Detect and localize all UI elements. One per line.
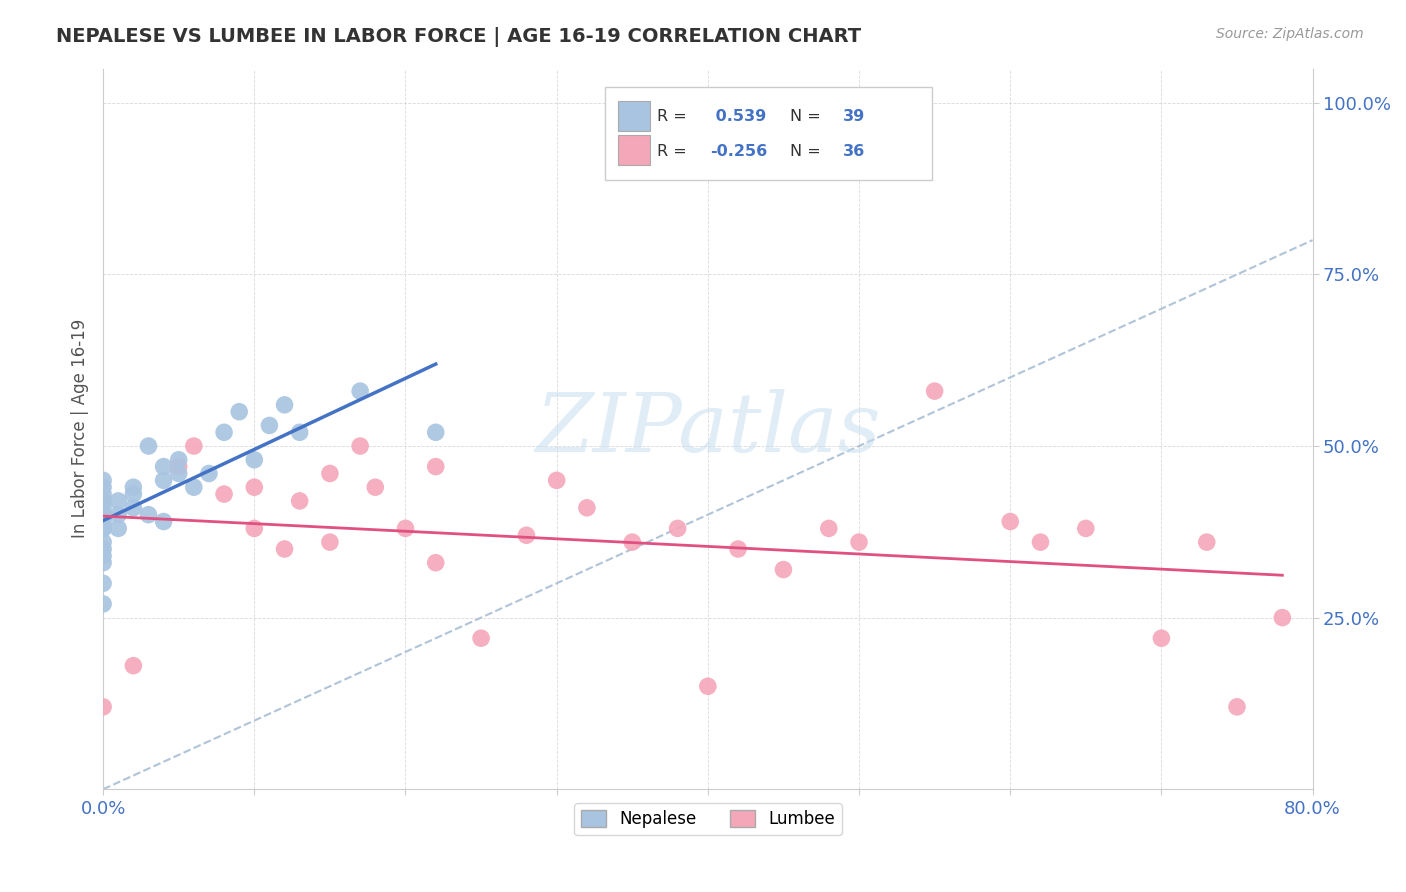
Point xyxy=(122,487,145,501)
Point xyxy=(152,459,174,474)
Point xyxy=(91,508,114,522)
Point xyxy=(470,631,492,645)
Text: 39: 39 xyxy=(844,110,866,124)
Point xyxy=(228,405,250,419)
Point xyxy=(198,467,221,481)
Point xyxy=(546,474,568,488)
Point xyxy=(1271,610,1294,624)
Point xyxy=(91,556,114,570)
Point xyxy=(167,467,190,481)
Point xyxy=(107,494,129,508)
Text: Source: ZipAtlas.com: Source: ZipAtlas.com xyxy=(1216,27,1364,41)
Text: 0.539: 0.539 xyxy=(710,110,766,124)
Point xyxy=(243,480,266,494)
Y-axis label: In Labor Force | Age 16-19: In Labor Force | Age 16-19 xyxy=(72,319,89,539)
Point xyxy=(1226,699,1249,714)
Point xyxy=(91,541,114,556)
Point xyxy=(425,425,447,440)
Point xyxy=(107,508,129,522)
Point xyxy=(1000,515,1022,529)
Point xyxy=(273,398,295,412)
Point xyxy=(138,508,160,522)
Point xyxy=(91,549,114,563)
Point xyxy=(243,521,266,535)
Point xyxy=(575,500,598,515)
Point xyxy=(1150,631,1173,645)
Point xyxy=(621,535,644,549)
Point xyxy=(515,528,537,542)
Point xyxy=(91,487,114,501)
Point xyxy=(349,439,371,453)
Point xyxy=(152,474,174,488)
Point xyxy=(91,474,114,488)
Point xyxy=(727,541,749,556)
Point xyxy=(167,459,190,474)
Point xyxy=(349,384,371,398)
Text: N =: N = xyxy=(790,144,825,159)
Point xyxy=(91,521,114,535)
Point xyxy=(924,384,946,398)
Text: NEPALESE VS LUMBEE IN LABOR FORCE | AGE 16-19 CORRELATION CHART: NEPALESE VS LUMBEE IN LABOR FORCE | AGE … xyxy=(56,27,862,46)
Point xyxy=(152,515,174,529)
Point xyxy=(91,535,114,549)
Point xyxy=(1195,535,1218,549)
Point xyxy=(91,576,114,591)
Text: ZIPatlas: ZIPatlas xyxy=(536,389,880,469)
Point xyxy=(288,425,311,440)
Text: N =: N = xyxy=(790,110,825,124)
Point xyxy=(319,467,342,481)
Point xyxy=(122,480,145,494)
Point xyxy=(91,494,114,508)
Point xyxy=(91,699,114,714)
Point xyxy=(394,521,416,535)
Point xyxy=(425,556,447,570)
Point xyxy=(817,521,839,535)
FancyBboxPatch shape xyxy=(605,87,932,180)
FancyBboxPatch shape xyxy=(619,101,650,131)
Text: R =: R = xyxy=(657,110,692,124)
Text: -0.256: -0.256 xyxy=(710,144,768,159)
Point xyxy=(122,500,145,515)
Point xyxy=(666,521,689,535)
Point xyxy=(91,500,114,515)
Legend: Nepalese, Lumbee: Nepalese, Lumbee xyxy=(574,804,842,835)
Point xyxy=(848,535,870,549)
Point xyxy=(259,418,281,433)
Point xyxy=(91,515,114,529)
Point xyxy=(91,494,114,508)
Point xyxy=(1074,521,1097,535)
Point xyxy=(107,521,129,535)
Point xyxy=(425,459,447,474)
Point xyxy=(91,508,114,522)
Text: 36: 36 xyxy=(844,144,866,159)
Point xyxy=(273,541,295,556)
Point xyxy=(138,439,160,453)
Point xyxy=(91,480,114,494)
Point xyxy=(212,425,235,440)
Point xyxy=(288,494,311,508)
Point xyxy=(183,480,205,494)
Point xyxy=(696,679,718,693)
Point xyxy=(364,480,387,494)
Point xyxy=(212,487,235,501)
Point xyxy=(319,535,342,549)
Point xyxy=(122,658,145,673)
FancyBboxPatch shape xyxy=(619,135,650,165)
Point xyxy=(91,597,114,611)
Point xyxy=(772,563,794,577)
Point xyxy=(183,439,205,453)
Point xyxy=(167,452,190,467)
Text: R =: R = xyxy=(657,144,692,159)
Point xyxy=(243,452,266,467)
Point xyxy=(1029,535,1052,549)
Point xyxy=(91,521,114,535)
